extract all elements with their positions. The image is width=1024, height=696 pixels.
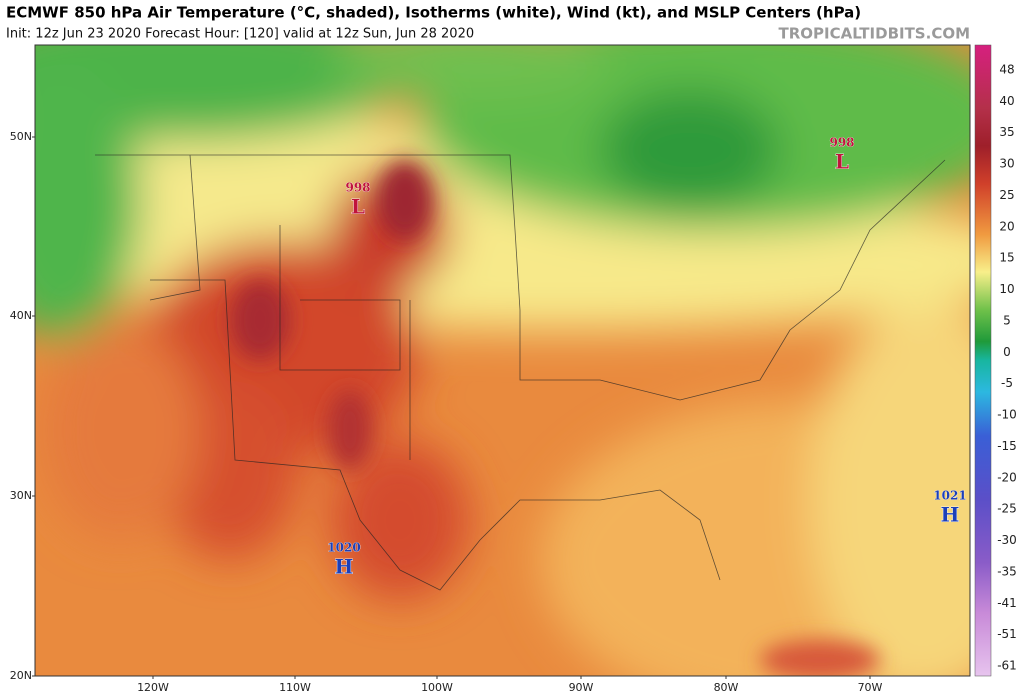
colorbar-label: -30 — [997, 533, 1017, 547]
colorbar-label: -10 — [997, 408, 1017, 422]
map-frame — [34, 44, 971, 677]
colorbar-label: 40 — [999, 94, 1014, 108]
longitude-label: 90W — [569, 681, 594, 694]
longitude-label: 120W — [137, 681, 169, 694]
colorbar-label: -20 — [997, 470, 1017, 484]
colorbar-label: -35 — [997, 564, 1017, 578]
longitude-label: 80W — [714, 681, 739, 694]
colorbar-label: -15 — [997, 439, 1017, 453]
pressure-center-value: 1021 — [933, 489, 966, 503]
colorbar-label: 15 — [999, 251, 1014, 265]
longitude-label: 70W — [858, 681, 883, 694]
pressure-center-letter: H — [941, 503, 960, 527]
subtitle: Init: 12z Jun 23 2020 Forecast Hour: [12… — [6, 27, 474, 42]
colorbar-label: -51 — [997, 627, 1017, 641]
colorbar-label: 10 — [999, 282, 1014, 296]
longitude-label: 100W — [421, 681, 453, 694]
latitude-label: 40N — [10, 309, 32, 322]
colorbar-label: -5 — [1001, 376, 1013, 390]
pressure-center-letter: H — [335, 555, 354, 579]
pressure-center-value: 1020 — [327, 541, 360, 555]
title: ECMWF 850 hPa Air Temperature (°C, shade… — [6, 4, 861, 22]
colorbar-label: -25 — [997, 502, 1017, 516]
latitude-label: 30N — [10, 489, 32, 502]
colorbar-label: 25 — [999, 188, 1014, 202]
pressure-center-value: 998 — [345, 181, 370, 195]
colorbar-label: -61 — [997, 659, 1017, 673]
pressure-center-letter: L — [351, 195, 365, 219]
colorbar — [974, 44, 992, 677]
latitude-label: 50N — [10, 130, 32, 143]
pressure-center-letter: L — [835, 150, 849, 174]
colorbar-label: 30 — [999, 157, 1014, 171]
latitude-label: 20N — [10, 669, 32, 682]
watermark: TROPICALTIDBITS.COM — [779, 25, 971, 43]
longitude-label: 110W — [279, 681, 311, 694]
colorbar-label: 5 — [1003, 313, 1011, 327]
pressure-center-value: 998 — [829, 136, 854, 150]
colorbar-label: 20 — [999, 219, 1014, 233]
colorbar-label: 0 — [1003, 345, 1011, 359]
colorbar-label: 48 — [999, 63, 1014, 77]
colorbar-label: 35 — [999, 125, 1014, 139]
colorbar-label: -41 — [997, 596, 1017, 610]
